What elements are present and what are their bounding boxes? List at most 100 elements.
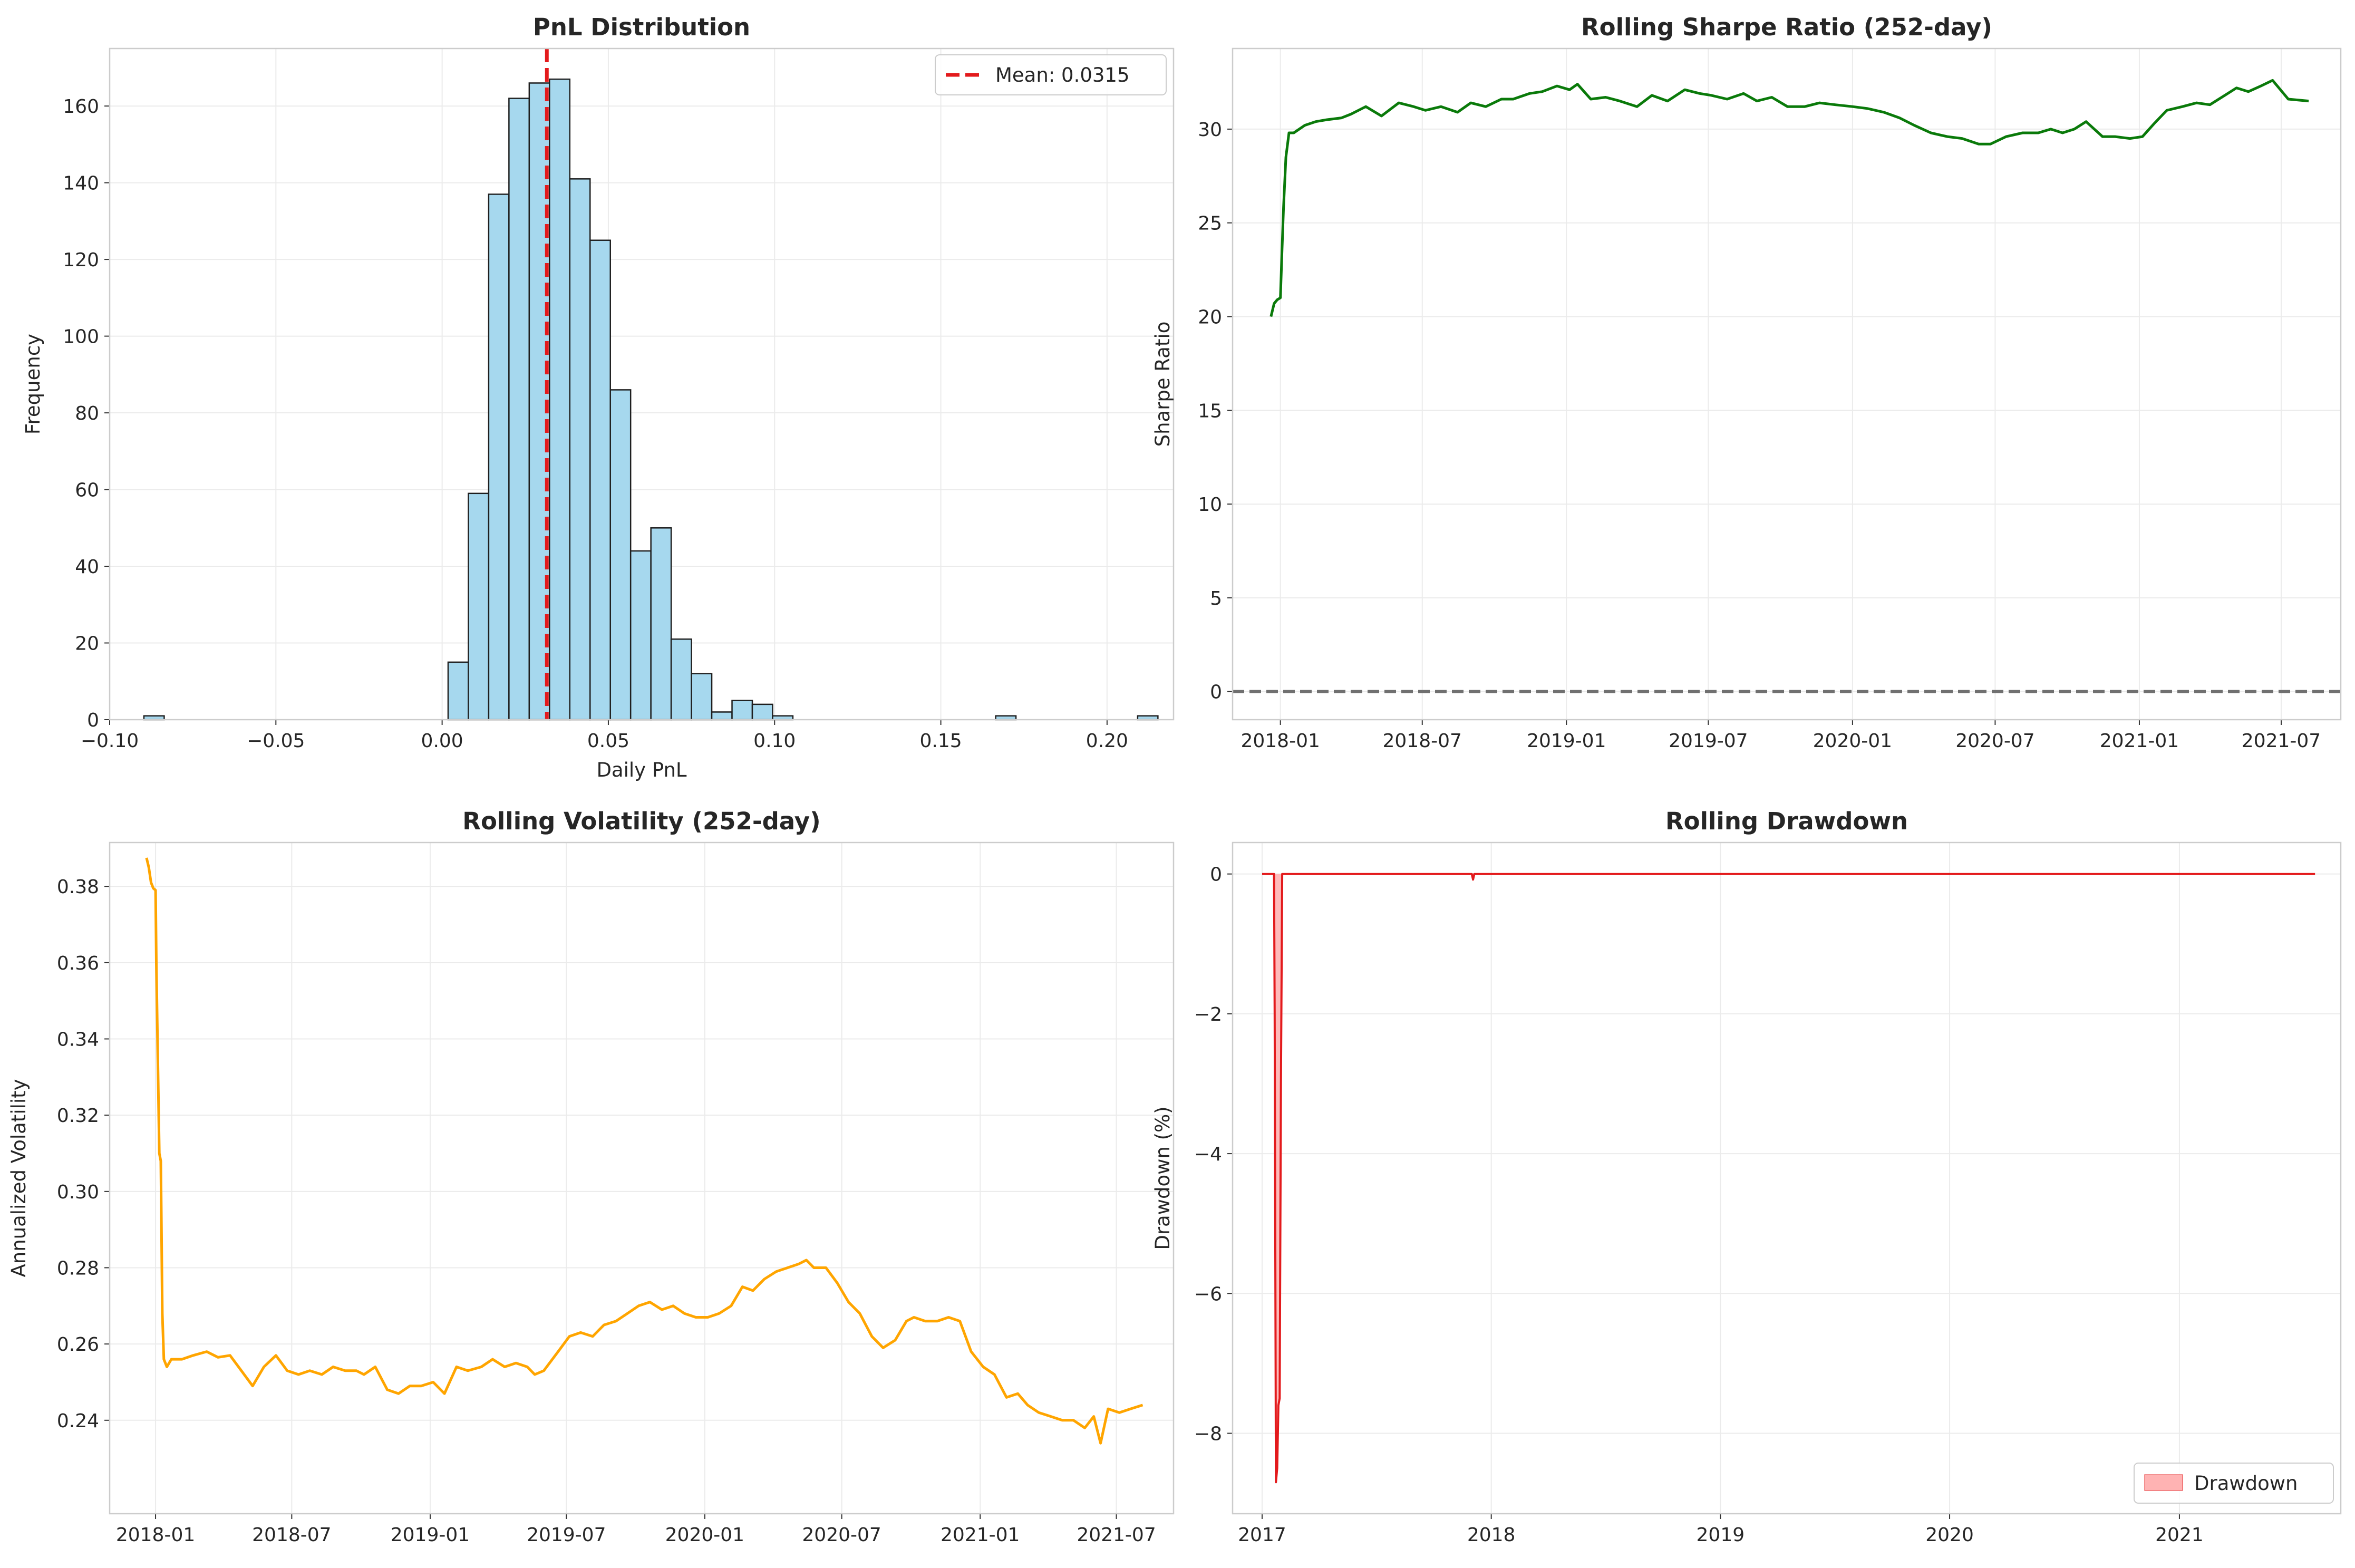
histogram-bar xyxy=(569,178,591,721)
histogram-bar xyxy=(691,673,713,721)
y-tick-label: 0.32 xyxy=(57,1105,99,1127)
x-tick-label: 2020-07 xyxy=(802,1524,881,1546)
chart-title: Rolling Sharpe Ratio (252-day) xyxy=(1581,13,1992,41)
histogram-bar xyxy=(731,700,753,721)
chart-title: Rolling Volatility (252-day) xyxy=(462,807,820,835)
y-tick-label: 15 xyxy=(1198,400,1222,422)
series-line-sharpe xyxy=(1269,79,2309,317)
y-axis-label: Annualized Volatility xyxy=(7,1079,30,1277)
series-line-drawdown xyxy=(1262,873,2315,1484)
plot-background xyxy=(1233,843,2341,1514)
y-tick-label: 0.24 xyxy=(57,1410,99,1432)
y-tick-label: 160 xyxy=(63,96,99,118)
y-tick-label: −2 xyxy=(1194,1004,1222,1025)
legend-label-mean: Mean: 0.0315 xyxy=(995,64,1130,86)
chart-title: PnL Distribution xyxy=(533,13,750,41)
y-tick-label: 40 xyxy=(75,556,99,578)
histogram-bar xyxy=(629,550,652,721)
x-tick-label: 2021-07 xyxy=(1077,1524,1156,1546)
histogram-bar xyxy=(609,389,632,721)
x-tick-label: 0.20 xyxy=(1086,730,1128,752)
y-tick-label: 140 xyxy=(63,173,99,195)
x-tick-label: 2020-01 xyxy=(1813,730,1892,752)
chart-title: Rolling Drawdown xyxy=(1665,807,1908,835)
y-tick-label: 30 xyxy=(1198,119,1222,141)
y-tick-label: 0.30 xyxy=(57,1182,99,1203)
y-tick-label: 0.38 xyxy=(57,876,99,898)
axes-frame xyxy=(1232,841,2342,1515)
histogram-bar xyxy=(447,661,469,721)
y-tick-label: 0.34 xyxy=(57,1029,99,1050)
chart-rolling-volatility: 2018-01 2018-07 2019-01 2019-07 2020-01 2020-… xyxy=(7,807,1175,1546)
x-tick-label: 2018-01 xyxy=(1241,730,1320,752)
x-tick-label: 2018 xyxy=(1467,1524,1516,1546)
histogram-bar xyxy=(650,527,672,721)
y-tick-label: −8 xyxy=(1194,1424,1222,1445)
x-tick-label: 2019-07 xyxy=(1669,730,1748,752)
x-tick-label: −0.05 xyxy=(247,730,305,752)
axes-frame xyxy=(1232,47,2342,721)
x-tick-label: 2021-01 xyxy=(941,1524,1020,1546)
x-tick-label: 2019-07 xyxy=(527,1524,606,1546)
histogram-bar xyxy=(670,638,692,721)
y-tick-label: 25 xyxy=(1198,213,1222,235)
x-tick-label: 2020-07 xyxy=(1955,730,2034,752)
axes-frame xyxy=(109,841,1175,1515)
legend-label-drawdown: Drawdown xyxy=(2194,1472,2298,1495)
chart-rolling-drawdown: 2017 2018 2019 2020 2021 −8 −6 −4 −2 0 Rolling Dra… xyxy=(1151,807,2342,1546)
x-tick-label: 2021-07 xyxy=(2242,730,2321,752)
y-tick-label: 80 xyxy=(75,403,99,424)
x-tick-label: 0.15 xyxy=(919,730,962,752)
y-tick-label: 0.28 xyxy=(57,1257,99,1279)
plot-background xyxy=(110,843,1174,1514)
y-tick-label: 100 xyxy=(63,326,99,348)
y-tick-label: 20 xyxy=(75,633,99,655)
y-axis-label: Drawdown (%) xyxy=(1151,1106,1174,1250)
x-tick-label: 2021 xyxy=(2155,1524,2204,1546)
histogram-bar xyxy=(468,492,490,721)
series-line-volatility xyxy=(145,857,1143,1445)
histogram-bar xyxy=(508,98,530,721)
x-tick-label: 2018-07 xyxy=(1383,730,1462,752)
legend-box xyxy=(2134,1463,2334,1504)
histogram-bar xyxy=(589,239,611,721)
legend-swatch-drawdown xyxy=(2144,1474,2183,1491)
y-tick-label: 0.26 xyxy=(57,1334,99,1356)
histogram-bar xyxy=(751,703,773,721)
x-tick-label: 0.00 xyxy=(421,730,463,752)
y-tick-label: 10 xyxy=(1198,494,1222,516)
y-tick-label: 60 xyxy=(75,480,99,501)
histogram-bar xyxy=(711,711,733,721)
x-tick-label: 2019-01 xyxy=(391,1524,470,1546)
y-tick-label: 0.36 xyxy=(57,953,99,974)
histogram-bar xyxy=(488,193,510,721)
x-tick-label: −0.10 xyxy=(81,730,139,752)
y-tick-label: −4 xyxy=(1194,1144,1222,1165)
y-tick-label: −6 xyxy=(1194,1283,1222,1305)
x-axis-label: Daily PnL xyxy=(596,759,686,781)
y-tick-label: 0 xyxy=(1210,682,1222,703)
x-tick-label: 2017 xyxy=(1238,1524,1286,1546)
x-tick-label: 2019-01 xyxy=(1527,730,1606,752)
x-tick-label: 2021-01 xyxy=(2100,730,2179,752)
x-tick-label: 2020 xyxy=(1925,1524,1974,1546)
chart-rolling-sharpe: 2018-01 2018-07 2019-01 2019-07 2020-01 2020-… xyxy=(1151,13,2342,752)
x-tick-label: 0.10 xyxy=(753,730,796,752)
y-tick-label: 5 xyxy=(1210,588,1222,609)
plot-background xyxy=(1233,49,2341,720)
y-tick-label: 0 xyxy=(87,710,99,731)
chart-pnl-distribution: −0.10 −0.05 0.00 0.05 0.10 0.15 0.20 0 20 40 60 80 1… xyxy=(22,13,1175,781)
y-tick-label: 20 xyxy=(1198,306,1222,328)
legend-box xyxy=(935,54,1167,95)
y-tick-label: 120 xyxy=(63,249,99,271)
x-tick-label: 2018-01 xyxy=(116,1524,195,1546)
y-axis-label: Frequency xyxy=(22,334,44,434)
y-axis-label: Sharpe Ratio xyxy=(1151,322,1174,447)
x-tick-label: 0.05 xyxy=(587,730,629,752)
x-tick-label: 2020-01 xyxy=(665,1524,744,1546)
x-tick-label: 2019 xyxy=(1697,1524,1745,1546)
axes-frame xyxy=(109,47,1175,721)
histogram-bar xyxy=(549,78,571,721)
